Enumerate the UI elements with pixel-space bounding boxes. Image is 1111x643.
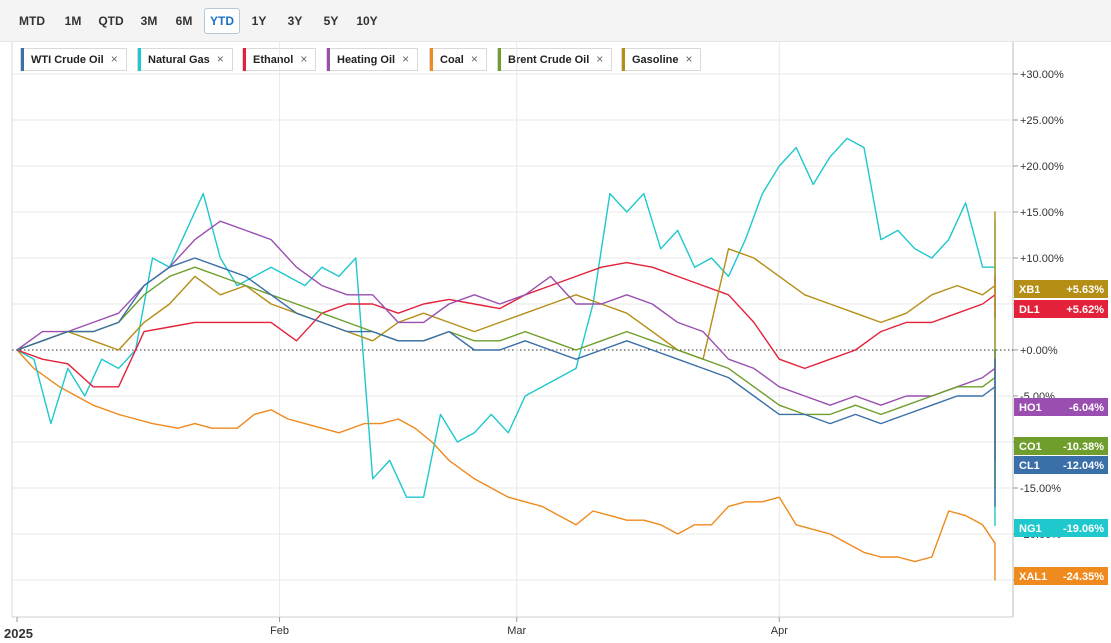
x-tick-label: Apr bbox=[771, 625, 788, 637]
last-value-badge bbox=[1014, 519, 1108, 537]
series-line-gasoline bbox=[16, 211, 996, 379]
last-value-badge bbox=[1014, 398, 1108, 416]
legend-swatch bbox=[21, 48, 24, 71]
range-tab-1m[interactable]: 1M bbox=[64, 14, 82, 28]
series-line-coal bbox=[16, 349, 996, 581]
x-tick-label: Feb bbox=[270, 625, 289, 637]
remove-series-icon[interactable]: × bbox=[110, 52, 118, 66]
last-value-badge bbox=[1014, 280, 1108, 298]
series-line-heating-oil bbox=[16, 220, 996, 462]
remove-series-icon[interactable]: × bbox=[470, 52, 478, 66]
badge-value: -19.06% bbox=[1063, 523, 1104, 535]
remove-series-icon[interactable]: × bbox=[685, 52, 693, 66]
last-value-badge bbox=[1014, 300, 1108, 318]
remove-series-icon[interactable]: × bbox=[300, 52, 308, 66]
badge-value: -24.35% bbox=[1063, 571, 1104, 583]
y-tick-label: +10.00% bbox=[1020, 253, 1064, 265]
legend-chip-brent-crude-oil[interactable]: Brent Crude Oil × bbox=[497, 48, 613, 71]
badge-symbol: NG1 bbox=[1019, 523, 1042, 535]
series-line-natural-gas bbox=[16, 137, 996, 527]
last-value-badge bbox=[1014, 456, 1108, 474]
legend-chip-gasoline[interactable]: Gasoline × bbox=[621, 48, 702, 71]
range-tab-3y[interactable]: 3Y bbox=[287, 14, 303, 28]
legend-swatch bbox=[430, 48, 433, 71]
y-tick-label: +20.00% bbox=[1020, 161, 1064, 173]
remove-series-icon[interactable]: × bbox=[402, 52, 410, 66]
legend-label: Gasoline bbox=[632, 54, 679, 66]
badge-symbol: HO1 bbox=[1019, 402, 1042, 414]
legend-label: Ethanol bbox=[253, 54, 294, 66]
legend-label: WTI Crude Oil bbox=[31, 54, 104, 66]
legend-label: Heating Oil bbox=[337, 54, 396, 66]
badge-symbol: XB1 bbox=[1019, 284, 1040, 296]
last-value-badge bbox=[1014, 567, 1108, 585]
series-line-brent-crude-oil bbox=[16, 266, 996, 489]
time-range-bar: MTD 1M QTD 3M 6M YTD 1Y 3Y 5Y 10Y bbox=[0, 0, 1111, 42]
legend-swatch bbox=[138, 48, 141, 71]
remove-series-icon[interactable]: × bbox=[216, 52, 224, 66]
range-tab-ytd[interactable]: YTD bbox=[204, 8, 240, 34]
legend-swatch bbox=[498, 48, 501, 71]
badge-symbol: DL1 bbox=[1019, 304, 1040, 316]
legend-swatch bbox=[622, 48, 625, 71]
range-tab-3m[interactable]: 3M bbox=[140, 14, 158, 28]
y-tick-label: -15.00% bbox=[1020, 483, 1061, 495]
badge-value: +5.63% bbox=[1066, 284, 1104, 296]
badge-value: -6.04% bbox=[1069, 402, 1104, 414]
badge-value: -10.38% bbox=[1063, 441, 1104, 453]
y-tick-label: +30.00% bbox=[1020, 69, 1064, 81]
legend-chip-heating-oil[interactable]: Heating Oil × bbox=[326, 48, 419, 71]
legend-chip-coal[interactable]: Coal × bbox=[429, 48, 487, 71]
range-tab-qtd[interactable]: QTD bbox=[98, 14, 124, 28]
range-tab-mtd[interactable]: MTD bbox=[19, 14, 45, 28]
legend-swatch bbox=[243, 48, 246, 71]
commodities-line-chart: +30.00%+25.00%+20.00%+15.00%+10.00%+5.00… bbox=[4, 42, 1108, 641]
range-tab-1y[interactable]: 1Y bbox=[251, 14, 267, 28]
range-tab-6m[interactable]: 6M bbox=[175, 14, 193, 28]
last-value-badge bbox=[1014, 437, 1108, 455]
legend-label: Brent Crude Oil bbox=[508, 54, 590, 66]
badge-value: -12.04% bbox=[1063, 460, 1104, 472]
x-tick-label: 2025 bbox=[4, 626, 33, 641]
legend-swatch bbox=[327, 48, 330, 71]
series-line-wti-crude-oil bbox=[16, 257, 996, 508]
badge-symbol: XAL1 bbox=[1019, 571, 1047, 583]
y-tick-label: +0.00% bbox=[1020, 345, 1058, 357]
range-tab-10y[interactable]: 10Y bbox=[356, 14, 378, 28]
legend-chip-wti-crude-oil[interactable]: WTI Crude Oil × bbox=[20, 48, 127, 71]
legend-label: Natural Gas bbox=[148, 54, 210, 66]
range-tab-5y[interactable]: 5Y bbox=[323, 14, 339, 28]
remove-series-icon[interactable]: × bbox=[596, 52, 604, 66]
badge-value: +5.62% bbox=[1066, 304, 1104, 316]
legend-label: Coal bbox=[440, 54, 464, 66]
y-tick-label: +25.00% bbox=[1020, 115, 1064, 127]
badge-symbol: CL1 bbox=[1019, 460, 1040, 472]
badge-symbol: CO1 bbox=[1019, 441, 1042, 453]
x-tick-label: Mar bbox=[507, 625, 526, 637]
y-tick-label: +15.00% bbox=[1020, 207, 1064, 219]
legend-chip-natural-gas[interactable]: Natural Gas × bbox=[137, 48, 233, 71]
